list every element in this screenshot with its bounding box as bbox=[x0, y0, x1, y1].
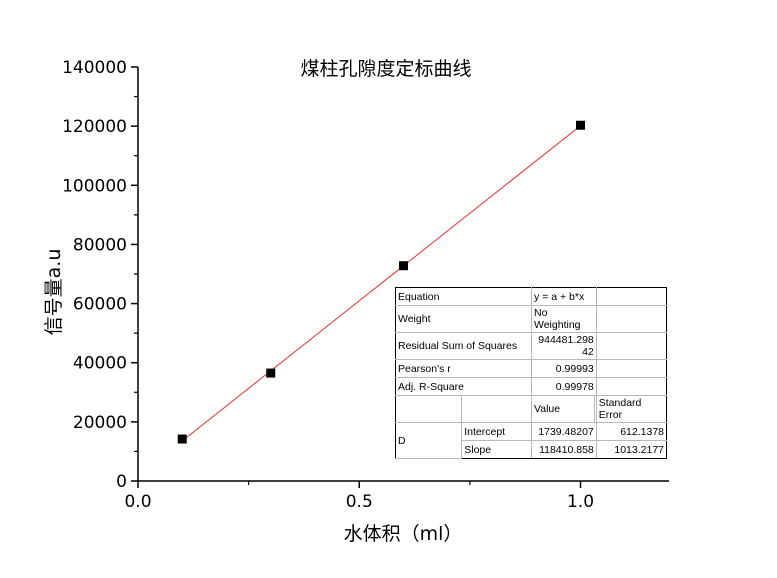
fit-line-group bbox=[181, 125, 581, 442]
fit-header-error: Standard Error bbox=[595, 395, 668, 423]
fit-value-weight: No Weighting bbox=[531, 305, 597, 333]
fit-header-value: Value bbox=[531, 395, 595, 423]
y-tick-label: 60000 bbox=[73, 295, 127, 315]
table-row: Pearson's r 0.99993 bbox=[395, 359, 668, 378]
y-tick-label: 140000 bbox=[62, 58, 127, 78]
data-points bbox=[177, 120, 585, 444]
y-tick-label: 80000 bbox=[73, 235, 127, 255]
y-ticks: 0 20000 40000 60000 80000 100000 120000 140000 bbox=[62, 58, 138, 492]
y-tick-label: 0 bbox=[116, 472, 127, 492]
table-row: Equation y = a + b*x bbox=[395, 287, 668, 306]
fit-label-equation: Equation bbox=[395, 287, 532, 306]
y-tick-label: 120000 bbox=[62, 117, 127, 137]
data-point bbox=[177, 434, 187, 444]
data-point bbox=[576, 120, 585, 130]
data-point bbox=[399, 261, 408, 271]
fit-label-pearson: Pearson's r bbox=[395, 359, 532, 378]
x-tick-label: 0.5 bbox=[346, 492, 373, 512]
fit-slope-error: 1013.2177 bbox=[595, 440, 668, 459]
chart-title: 煤柱孔隙度定标曲线 bbox=[300, 58, 471, 80]
y-tick-label: 100000 bbox=[62, 176, 127, 196]
x-ticks: 0.0 0.5 1.0 bbox=[124, 481, 594, 512]
fit-intercept-value: 1739.48207 bbox=[531, 422, 597, 441]
axes bbox=[137, 67, 669, 482]
table-row: Adj. R-Square 0.99978 bbox=[395, 377, 668, 396]
fit-group-label: D bbox=[394, 422, 463, 459]
fit-value-rss: 944481.29842 bbox=[531, 332, 597, 360]
data-point bbox=[266, 368, 276, 378]
x-tick-label: 0.0 bbox=[124, 492, 151, 512]
table-row: D Intercept 1739.48207 612.1378 bbox=[394, 422, 668, 459]
y-tick-label: 40000 bbox=[73, 354, 127, 374]
table-row: Weight No Weighting bbox=[395, 305, 668, 333]
fit-slope-value: 118410.858 bbox=[531, 440, 597, 459]
fit-value-pearson: 0.99993 bbox=[531, 359, 597, 378]
fit-line bbox=[181, 125, 581, 442]
table-row: Slope 118410.858 1013.2177 bbox=[396, 440, 668, 459]
y-tick-label: 20000 bbox=[73, 413, 127, 433]
table-row: Value Standard Error bbox=[394, 395, 668, 423]
fit-label-rss: Residual Sum of Squares bbox=[395, 332, 532, 360]
x-tick-label: 1.0 bbox=[567, 492, 594, 512]
fit-intercept-error: 612.1378 bbox=[595, 422, 668, 441]
fit-value-adj-r2: 0.99978 bbox=[531, 377, 597, 396]
fit-label-adj-r2: Adj. R-Square bbox=[395, 377, 532, 396]
fit-param-intercept: Intercept bbox=[461, 422, 532, 441]
fit-label-weight: Weight bbox=[395, 305, 532, 333]
x-axis-title: 水体积（ml） bbox=[344, 523, 463, 545]
fit-param-slope: Slope bbox=[461, 440, 532, 459]
table-row: Residual Sum of Squares 944481.29842 bbox=[395, 332, 668, 360]
y-axis-title: 信号量a.u bbox=[43, 249, 65, 336]
linear-fit-table: Equation y = a + b*x Weight No Weighting… bbox=[394, 287, 668, 459]
fit-value-equation: y = a + b*x bbox=[531, 287, 597, 306]
